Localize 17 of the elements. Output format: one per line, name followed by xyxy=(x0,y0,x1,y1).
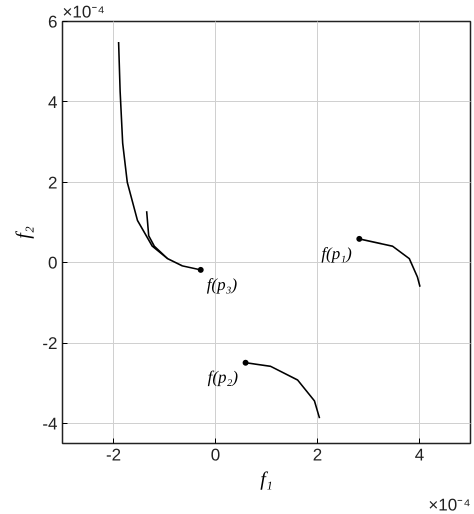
y-axis-title: f₂ xyxy=(12,226,34,239)
y-tick-label: -2 xyxy=(42,334,58,354)
annotation: f(p₃) xyxy=(206,274,238,294)
annotation: f(p₂) xyxy=(208,368,238,387)
text: ×10⁻⁴ xyxy=(428,496,471,514)
y-tick-label: -4 xyxy=(42,414,58,434)
annotation: f(p₁) xyxy=(321,244,352,263)
y-tick-label: 6 xyxy=(48,12,58,32)
y-tick-label: 0 xyxy=(48,254,58,273)
annotation: ×10⁻⁴ xyxy=(62,2,105,22)
x-tick-label: 2 xyxy=(312,446,322,464)
y-tick-label: 2 xyxy=(48,173,58,192)
x-tick-label: 4 xyxy=(414,446,424,464)
x-tick-label: 0 xyxy=(210,446,220,464)
y-tick-label: 4 xyxy=(48,92,58,112)
x-tick-label: -2 xyxy=(106,446,122,464)
x-axis-title: f₁ xyxy=(260,468,273,490)
